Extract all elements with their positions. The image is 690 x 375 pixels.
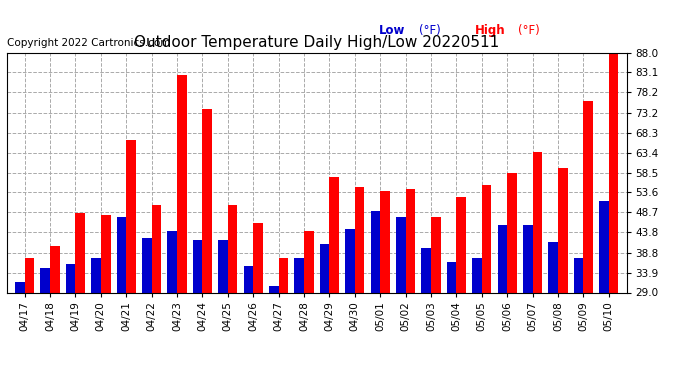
Bar xyxy=(345,230,355,292)
Bar xyxy=(422,248,431,292)
Bar xyxy=(558,168,568,292)
Bar xyxy=(599,201,609,292)
Title: Outdoor Temperature Daily High/Low 20220511: Outdoor Temperature Daily High/Low 20220… xyxy=(134,35,500,50)
Bar xyxy=(75,213,85,292)
Bar xyxy=(523,225,533,292)
Bar xyxy=(406,189,415,292)
Bar xyxy=(456,197,466,292)
Bar xyxy=(319,244,329,292)
Bar xyxy=(355,187,364,292)
Bar xyxy=(507,172,517,292)
Bar xyxy=(573,258,583,292)
Bar xyxy=(380,191,390,292)
Bar xyxy=(583,101,593,292)
Text: High: High xyxy=(475,24,505,38)
Text: Copyright 2022 Cartronics.com: Copyright 2022 Cartronics.com xyxy=(7,38,170,48)
Bar xyxy=(244,266,253,292)
Bar xyxy=(549,242,558,292)
Bar xyxy=(25,258,34,292)
Bar xyxy=(177,75,187,292)
Bar xyxy=(101,215,110,292)
Bar xyxy=(279,258,288,292)
Bar xyxy=(228,205,237,292)
Text: (°F): (°F) xyxy=(419,24,441,38)
Bar xyxy=(431,217,441,292)
Bar xyxy=(396,217,406,292)
Bar xyxy=(295,258,304,292)
Bar xyxy=(126,140,136,292)
Bar xyxy=(50,246,60,292)
Bar xyxy=(446,262,456,292)
Bar xyxy=(609,53,618,292)
Bar xyxy=(533,152,542,292)
Bar xyxy=(472,258,482,292)
Bar xyxy=(91,258,101,292)
Bar xyxy=(66,264,75,292)
Bar xyxy=(117,217,126,292)
Bar xyxy=(253,224,263,292)
Bar xyxy=(152,205,161,292)
Bar xyxy=(41,268,50,292)
Bar xyxy=(15,282,25,292)
Bar xyxy=(269,286,279,292)
Bar xyxy=(371,211,380,292)
Bar xyxy=(497,225,507,292)
Bar xyxy=(218,240,228,292)
Bar xyxy=(329,177,339,292)
Bar xyxy=(202,110,212,292)
Text: Low: Low xyxy=(379,24,405,38)
Text: (°F): (°F) xyxy=(518,24,540,38)
Bar xyxy=(142,238,152,292)
Bar xyxy=(304,231,314,292)
Bar xyxy=(193,240,202,292)
Bar xyxy=(482,185,491,292)
Bar xyxy=(168,231,177,292)
